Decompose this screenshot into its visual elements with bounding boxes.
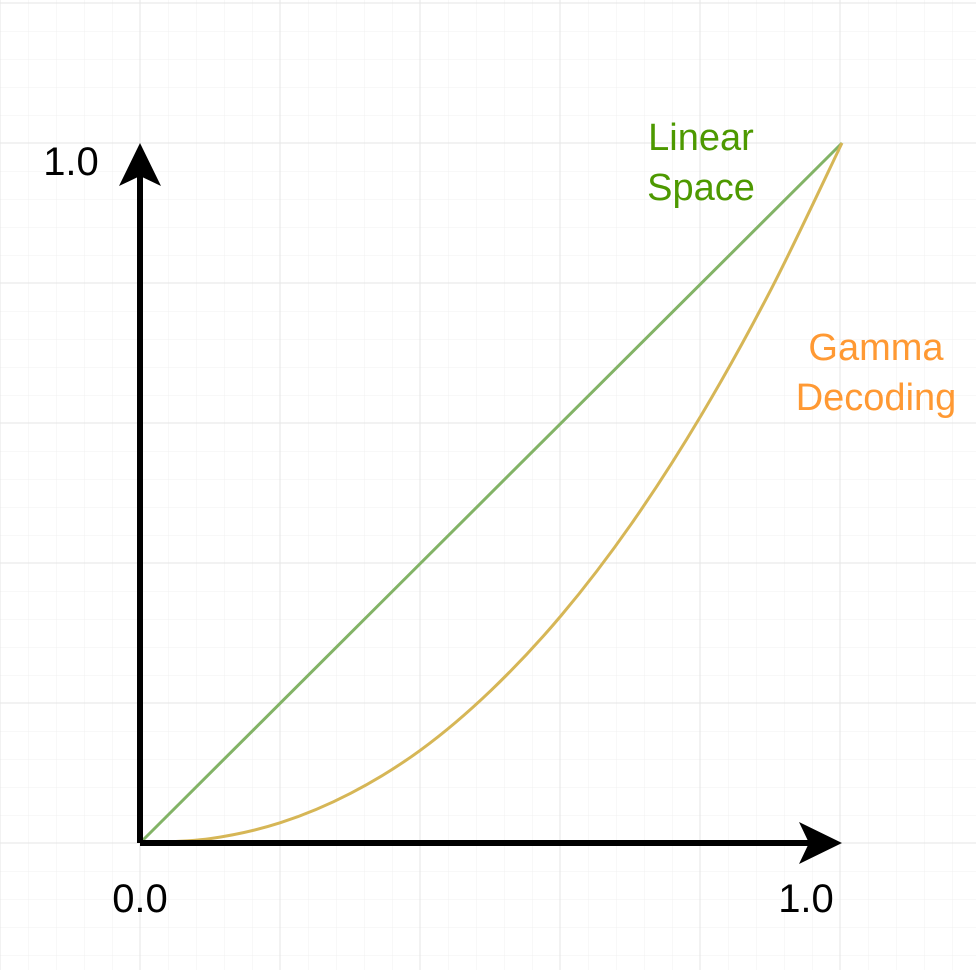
series-label-linear-space-line-1: Linear — [648, 117, 754, 159]
series-layer — [138, 141, 844, 845]
y-tick-label-max: 1.0 — [43, 140, 99, 184]
series-labels: Linear Space Gamma Decoding — [647, 117, 956, 419]
series-label-gamma-decoding-line-2: Decoding — [796, 377, 957, 419]
x-tick-label-min: 0.0 — [112, 877, 168, 921]
y-axis-arrowhead — [119, 143, 161, 186]
series-line-linear-space — [138, 141, 844, 845]
x-tick-label-max: 1.0 — [778, 877, 834, 921]
series-label-gamma-decoding-line-1: Gamma — [808, 327, 944, 369]
series-line-gamma-decoding — [139, 142, 844, 845]
series-label-linear-space-line-2: Space — [647, 167, 755, 209]
x-axis-arrowhead — [799, 822, 842, 864]
